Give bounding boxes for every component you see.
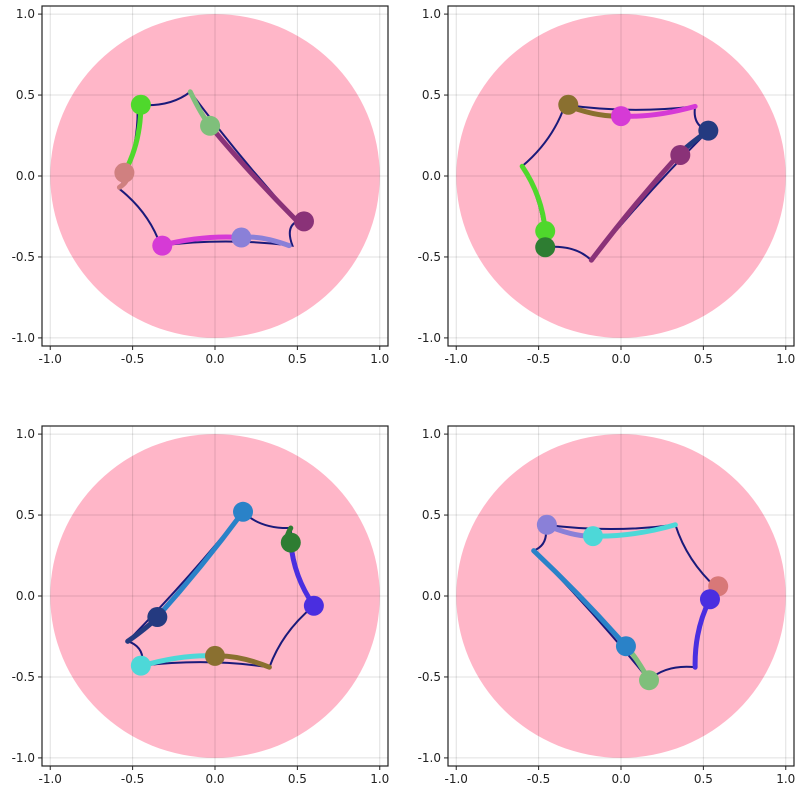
x-tick-label: -1.0 [445,352,468,366]
poincare-disk [456,14,786,338]
y-tick-label: 0.5 [422,508,441,522]
x-tick-label: -1.0 [39,772,62,786]
poincare-disk [50,434,380,758]
x-tick-label: 1.0 [776,772,795,786]
x-tick-label: -0.5 [527,772,550,786]
x-tick-label: -1.0 [445,772,468,786]
y-tick-label: 0.5 [422,88,441,102]
data-point-4 [147,607,168,628]
poincare-disk [456,434,786,758]
segment-2 [207,123,300,224]
y-tick-label: 0.0 [16,169,35,183]
data-point-2 [200,115,221,136]
plot-area [42,6,388,346]
y-tick-label: 1.0 [16,7,35,21]
data-point-5 [615,636,636,657]
x-tick-label: 0.5 [694,772,713,786]
data-point-2 [280,532,301,553]
y-tick-label: 0.5 [16,508,35,522]
y-tick-label: 0.0 [422,589,441,603]
data-point-6 [535,237,556,258]
x-tick-label: -1.0 [39,352,62,366]
x-tick-label: -0.5 [121,772,144,786]
y-tick-label: -0.5 [12,670,35,684]
poincare-disk [50,14,380,338]
y-tick-label: 0.0 [422,169,441,183]
chart-panel-2: -1.0 -0.5 0.0 0.5 1.0 -1.0 -0.5 0.0 0.5 1.0 [418,5,795,366]
data-point-2 [582,526,603,547]
x-tick-label: 0.0 [205,352,224,366]
data-point-3 [698,120,719,141]
y-tick-label: -0.5 [418,250,441,264]
data-point-1 [536,514,557,535]
data-point-1 [130,94,151,115]
y-tick-label: 1.0 [422,427,441,441]
data-point-3 [303,595,324,616]
x-tick-label: 1.0 [370,772,389,786]
x-tick-label: 0.0 [611,772,630,786]
y-tick-label: -0.5 [12,250,35,264]
x-tick-label: 1.0 [776,352,795,366]
x-tick-label: 0.5 [288,772,307,786]
data-point-4 [670,144,691,165]
data-point-2 [611,106,631,127]
x-tick-label: 0.5 [288,352,307,366]
data-point-4 [293,211,314,232]
plot-area [42,426,388,766]
segment-5 [531,548,629,649]
y-tick-label: -1.0 [12,331,35,345]
y-tick-label: 1.0 [422,7,441,21]
y-tick-label: -1.0 [12,751,35,765]
data-point-5 [205,645,225,666]
data-point-1 [558,94,579,115]
chart-panel-4: -1.0 -0.5 0.0 0.5 1.0 -1.0 -0.5 0.0 0.5 1.0 [418,425,795,786]
data-point-3 [114,162,135,183]
data-point-1 [233,501,254,522]
plot-area [448,6,794,346]
data-point-6 [152,235,173,256]
y-tick-label: 0.5 [16,88,35,102]
x-tick-label: -0.5 [527,352,550,366]
segment-1 [154,509,246,620]
x-tick-label: 0.0 [205,772,224,786]
chart-panel-1: -1.0 -0.5 0.0 0.5 1.0 -1.0 -0.5 0.0 0.5 1.0 [12,5,389,366]
x-tick-label: 1.0 [370,352,389,366]
data-point-5 [535,221,556,242]
data-point-6 [130,655,151,676]
data-point-6 [639,670,660,691]
y-tick-label: -1.0 [418,751,441,765]
x-tick-label: -0.5 [121,352,144,366]
x-tick-label: 0.5 [694,352,713,366]
data-point-4 [699,589,720,610]
plot-area [448,426,794,766]
y-tick-label: 0.0 [16,589,35,603]
segment-4 [588,152,682,263]
chart-panel-3: -1.0 -0.5 0.0 0.5 1.0 -1.0 -0.5 0.0 0.5 1.0 [12,425,389,786]
y-tick-label: 1.0 [16,427,35,441]
x-tick-label: 0.0 [611,352,630,366]
y-tick-label: -0.5 [418,670,441,684]
data-point-5 [231,227,252,248]
y-tick-label: -1.0 [418,331,441,345]
